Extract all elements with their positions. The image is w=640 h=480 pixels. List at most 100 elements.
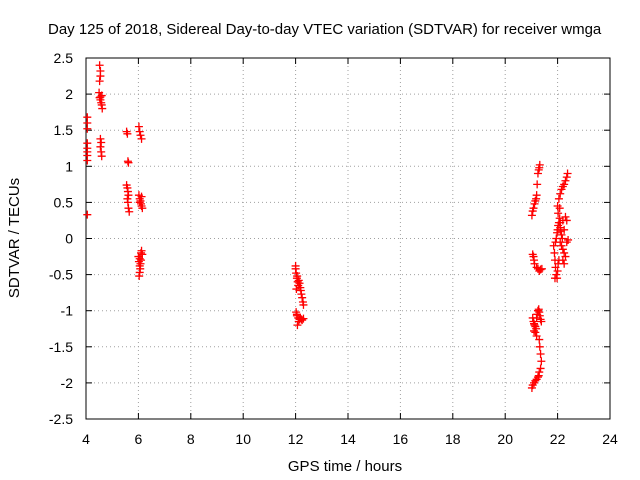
data-point: [137, 134, 146, 143]
y-tick-label: 1.5: [54, 122, 74, 138]
data-point: [83, 210, 92, 219]
y-tick-label: 0.5: [54, 194, 74, 210]
data-point: [97, 91, 106, 100]
data-point: [558, 256, 567, 265]
data-point: [561, 212, 570, 221]
data-point: [97, 152, 106, 161]
data-point: [124, 204, 133, 213]
data-point: [95, 61, 104, 70]
data-point: [135, 127, 144, 136]
data-point: [533, 169, 542, 178]
data-point: [537, 317, 546, 326]
data-point: [535, 311, 544, 320]
data-point: [555, 204, 564, 213]
data-point: [556, 227, 565, 236]
data-point: [136, 131, 145, 140]
data-point: [535, 335, 544, 344]
data-point: [527, 211, 536, 220]
y-tick-label: 1: [65, 158, 73, 174]
data-point: [124, 191, 133, 200]
data-point: [529, 204, 538, 213]
x-tick-label: 16: [393, 431, 409, 447]
data-point: [96, 134, 105, 143]
data-point: [125, 207, 134, 216]
y-tick-label: 0: [65, 231, 73, 247]
data-point: [552, 270, 561, 279]
data-point: [530, 326, 539, 335]
data-point: [533, 306, 542, 315]
x-tick-label: 6: [135, 431, 143, 447]
data-point: [560, 225, 569, 234]
data-point: [292, 285, 301, 294]
data-point: [535, 342, 544, 351]
data-point: [291, 261, 300, 270]
data-point: [554, 194, 563, 203]
data-point: [561, 176, 570, 185]
data-point: [563, 169, 572, 178]
data-point: [557, 230, 566, 239]
y-tick-label: -0.5: [49, 267, 73, 283]
data-point: [293, 321, 302, 330]
x-axis-label: GPS time / hours: [288, 458, 402, 475]
data-point: [560, 180, 569, 189]
axis-ticks: [85, 57, 611, 420]
data-point: [558, 234, 567, 243]
data-point: [534, 165, 543, 174]
data-point: [553, 266, 562, 275]
data-point: [292, 310, 301, 319]
data-point: [527, 383, 536, 392]
y-axis-label: SDTVAR / TECUs: [6, 178, 23, 298]
data-point: [138, 204, 147, 213]
data-point: [83, 124, 92, 133]
data-point: [537, 357, 546, 366]
x-tick-label: 12: [288, 431, 304, 447]
data-point: [134, 122, 143, 131]
data-point: [562, 216, 571, 225]
x-tick-labels: 4 6 8 10 12 14 16 18 20 22 24: [82, 431, 618, 447]
data-point: [298, 293, 307, 302]
data-point: [536, 265, 545, 274]
x-tick-label: 14: [340, 431, 356, 447]
data-point: [536, 350, 545, 359]
data-point: [550, 248, 559, 257]
data-point: [535, 160, 544, 169]
data-point: [549, 241, 558, 250]
data-point: [135, 272, 144, 281]
chart-title: Day 125 of 2018, Sidereal Day-to-day VTE…: [48, 21, 602, 38]
grid: [86, 58, 610, 419]
x-tick-label: 22: [550, 431, 566, 447]
data-point: [532, 191, 541, 200]
y-tick-label: -1.5: [49, 339, 73, 355]
data-point: [536, 364, 545, 373]
data-point: [550, 274, 559, 283]
data-point: [95, 77, 104, 86]
data-point: [137, 256, 146, 265]
data-point: [137, 246, 146, 255]
y-tick-label: -2.5: [49, 411, 73, 427]
y-tick-label: -1: [61, 303, 74, 319]
y-tick-label: 2: [65, 86, 73, 102]
data-point: [138, 250, 147, 259]
data-point: [295, 279, 304, 288]
x-tick-label: 20: [497, 431, 513, 447]
data-point: [135, 198, 144, 207]
data-point: [96, 142, 105, 151]
x-tick-label: 4: [82, 431, 90, 447]
y-tick-label: -2: [61, 375, 74, 391]
data-point: [557, 241, 566, 250]
data-point: [298, 316, 307, 325]
y-tick-label: 2.5: [54, 50, 74, 66]
y-tick-labels: -2.5 -2 -1.5 -1 -0.5 0 0.5 1 1.5 2 2.5: [49, 50, 73, 427]
data-point: [98, 104, 107, 113]
data-point: [137, 192, 146, 201]
data-points: [83, 61, 573, 392]
data-point: [558, 245, 567, 254]
x-tick-label: 10: [235, 431, 251, 447]
data-point: [560, 248, 569, 257]
data-point: [556, 189, 565, 198]
data-point: [560, 259, 569, 268]
data-point: [537, 264, 546, 273]
data-point: [531, 328, 540, 337]
data-point: [533, 180, 542, 189]
